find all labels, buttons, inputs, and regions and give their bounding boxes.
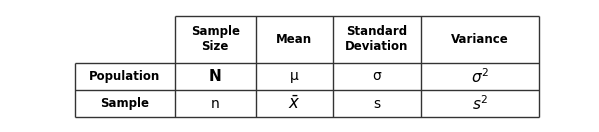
- Text: μ: μ: [290, 69, 298, 83]
- Text: Mean: Mean: [276, 33, 312, 46]
- Text: Variance: Variance: [451, 33, 509, 46]
- Text: $\sigma^2$: $\sigma^2$: [471, 67, 489, 86]
- Text: Sample
Size: Sample Size: [191, 25, 240, 53]
- Text: Population: Population: [89, 70, 161, 83]
- Text: $\bar{x}$: $\bar{x}$: [288, 95, 301, 113]
- Text: σ: σ: [372, 69, 381, 83]
- Text: $s^2$: $s^2$: [472, 94, 488, 113]
- Text: N: N: [209, 69, 222, 84]
- Text: Sample: Sample: [100, 97, 149, 110]
- Text: s: s: [373, 97, 380, 111]
- Text: n: n: [211, 97, 220, 111]
- Text: Standard
Deviation: Standard Deviation: [345, 25, 409, 53]
